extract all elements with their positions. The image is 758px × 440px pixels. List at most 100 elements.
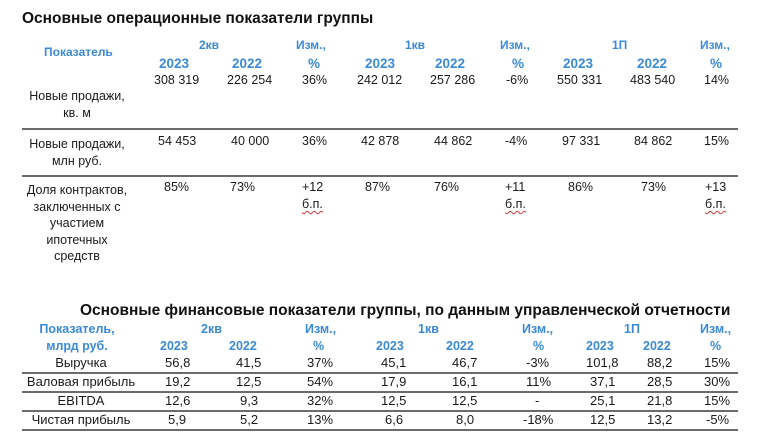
- header-period-q2: 2кв: [199, 38, 220, 52]
- cell-bp: б.п.: [302, 197, 323, 211]
- header-pct: %: [710, 339, 722, 353]
- cell: 12,5: [452, 393, 478, 408]
- cell: 85%: [164, 180, 190, 194]
- header-year-2022: 2022: [229, 339, 257, 353]
- header-pct: %: [313, 339, 325, 353]
- row-divider: [22, 391, 738, 393]
- cell: 86%: [568, 180, 594, 194]
- row-label-gross-profit: Валовая прибыль: [26, 374, 136, 389]
- header-pct: %: [710, 56, 723, 71]
- operational-title: Основные операционные показатели группы: [22, 10, 374, 27]
- header-indicator: Показатель: [44, 45, 113, 59]
- cell: 76%: [434, 180, 460, 194]
- cell: 12,5: [236, 374, 262, 389]
- cell: 56,8: [165, 355, 191, 370]
- cell: 46,7: [452, 355, 478, 370]
- row-divider: [22, 372, 738, 374]
- header-year-2022: 2022: [435, 56, 466, 71]
- header-change-q1: Изм.,: [500, 38, 530, 52]
- cell: 483 540: [630, 73, 676, 87]
- row-label-mortgage-share: Доля контрактов, заключенных с участием …: [26, 183, 128, 263]
- cell: 5,9: [168, 412, 187, 427]
- cell: 16,1: [452, 374, 478, 389]
- cell: 73%: [641, 180, 667, 194]
- cell: 37%: [307, 355, 334, 370]
- cell: -18%: [523, 412, 554, 427]
- cell: 5,2: [240, 412, 259, 427]
- row-label-revenue: Выручка: [55, 355, 107, 370]
- cell: +13: [705, 180, 727, 194]
- cell: 97 331: [562, 134, 601, 148]
- header-change-h1: Изм.,: [700, 322, 732, 336]
- header-change-q2: Изм.,: [296, 38, 326, 52]
- cell: 101,8: [586, 355, 619, 370]
- header-period-h1: 1П: [624, 322, 640, 336]
- cell: 15%: [704, 393, 731, 408]
- cell: 15%: [704, 134, 730, 148]
- cell: -: [535, 393, 540, 408]
- header-year-2023: 2023: [159, 56, 190, 71]
- row-divider: [22, 175, 738, 177]
- cell-bp: б.п.: [705, 197, 726, 211]
- row-label-net-profit: Чистая прибыль: [31, 412, 131, 427]
- header-pct: %: [533, 339, 545, 353]
- header-period-q1: 1кв: [418, 322, 439, 336]
- cell: +11: [505, 180, 526, 194]
- row-divider: [22, 410, 738, 412]
- cell: -4%: [505, 134, 528, 148]
- cell: 8,0: [456, 412, 475, 427]
- header-change-h1: Изм.,: [700, 38, 730, 52]
- cell-bp: б.п.: [505, 197, 526, 211]
- header-year-2022: 2022: [232, 56, 263, 71]
- header-year-2022: 2022: [446, 339, 474, 353]
- cell: 21,8: [647, 393, 673, 408]
- header-indicator: Показатель,: [39, 322, 115, 336]
- header-year-2023: 2023: [563, 56, 594, 71]
- cell: 12,6: [165, 393, 191, 408]
- header-year-2022: 2022: [637, 56, 668, 71]
- cell: 41,5: [236, 355, 262, 370]
- cell: 44 862: [434, 134, 473, 148]
- cell: 25,1: [590, 393, 616, 408]
- header-period-q1: 1кв: [405, 38, 426, 52]
- cell: 13%: [307, 412, 334, 427]
- cell: 14%: [704, 73, 730, 87]
- cell: 242 012: [357, 73, 403, 87]
- cell: 15%: [704, 355, 731, 370]
- cell: 308 319: [154, 73, 200, 87]
- cell: 42 878: [361, 134, 400, 148]
- cell: 87%: [365, 180, 391, 194]
- financial-title: Основные финансовые показатели группы, п…: [80, 302, 731, 319]
- cell: 226 254: [227, 73, 273, 87]
- row-divider: [22, 429, 738, 431]
- cell: 30%: [704, 374, 731, 389]
- cell: 6,6: [385, 412, 404, 427]
- header-period-q2: 2кв: [201, 322, 222, 336]
- header-unit: млрд руб.: [46, 339, 108, 353]
- cell: 88,2: [647, 355, 673, 370]
- cell: +12: [302, 180, 324, 194]
- cell: 550 331: [557, 73, 603, 87]
- cell: 9,3: [240, 393, 259, 408]
- row-label-ebitda: EBITDA: [57, 393, 105, 408]
- cell: 32%: [307, 393, 334, 408]
- row-label-sales-sqm: Новые продажи, кв. м: [29, 89, 125, 120]
- cell: 36%: [302, 73, 328, 87]
- cell: 257 286: [430, 73, 476, 87]
- cell: 17,9: [381, 374, 407, 389]
- cell: 73%: [230, 180, 256, 194]
- cell: 13,2: [647, 412, 673, 427]
- cell: 11%: [526, 374, 552, 389]
- header-year-2022: 2022: [643, 339, 671, 353]
- header-period-h1: 1П: [612, 38, 628, 52]
- cell: 45,1: [381, 355, 407, 370]
- cell: 84 862: [634, 134, 673, 148]
- header-year-2023: 2023: [365, 56, 396, 71]
- cell: 19,2: [165, 374, 191, 389]
- header-change-q2: Изм.,: [305, 322, 337, 336]
- cell: 37,1: [590, 374, 616, 389]
- header-pct: %: [512, 56, 525, 71]
- header-year-2023: 2023: [160, 339, 188, 353]
- header-pct: %: [308, 56, 321, 71]
- cell: 12,5: [381, 393, 407, 408]
